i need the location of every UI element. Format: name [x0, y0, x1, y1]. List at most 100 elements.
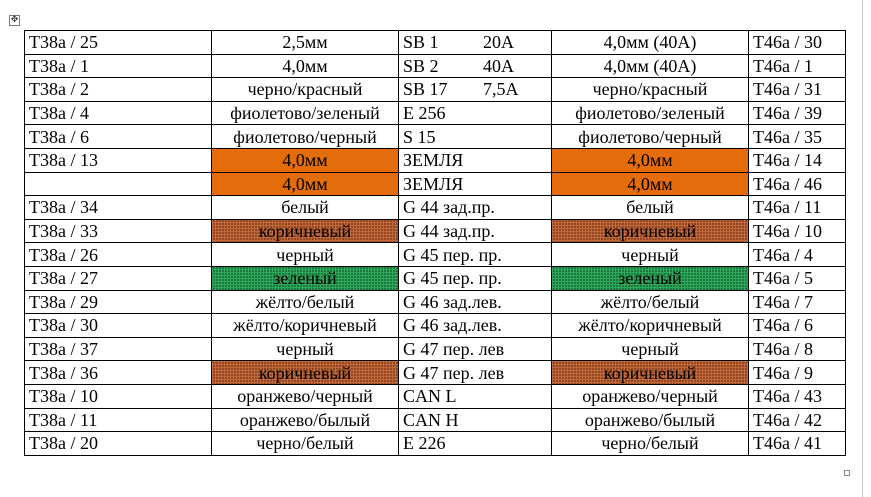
table-row: Т38а / 2 черно/красный SB 17 7,5А черно/крас…	[24, 77, 846, 102]
left-connector-pin: Т38а / 1	[24, 53, 212, 79]
left-connector-pin: Т38а / 10	[24, 383, 212, 409]
table-row: Т38а / 25 2,5мм SB 1 20А 4,0мм (40А) Т46а / 3…	[24, 30, 846, 55]
left-wire-spec: оранжево/черный	[211, 383, 399, 409]
circuit-cell: G 46 зад.лев.	[398, 289, 552, 315]
right-connector-pin: Т46а / 42	[748, 407, 846, 433]
right-connector-pin: Т46а / 4	[748, 242, 846, 267]
circuit-cell: ЗЕМЛЯ	[398, 171, 552, 197]
table-row: Т38а / 37 черный G 47 пер. лев черный Т46а /…	[24, 336, 846, 362]
right-wire-spec: черно/красный	[551, 77, 749, 102]
circuit-cell: S 15	[398, 124, 552, 149]
left-wire-spec: 4,0мм	[211, 53, 399, 79]
table-row: Т38а / 4 фиолетово/зеленый E 256 фиолетово/…	[24, 100, 846, 126]
left-wire-spec: жёлто/коричневый	[211, 313, 399, 338]
circuit-cell: SB 17 7,5А	[398, 77, 552, 102]
right-wire-spec: оранжево/черный	[551, 383, 749, 409]
right-connector-pin: Т46а / 41	[748, 431, 846, 456]
move-cross-icon[interactable]: ✥	[9, 15, 20, 26]
circuit-cell: G 46 зад.лев.	[398, 313, 552, 338]
left-wire-spec: белый	[211, 195, 399, 220]
circuit-cell: CAN L	[398, 383, 552, 409]
left-wire-spec: коричневый	[211, 360, 399, 385]
circuit-name: G 45 пер. пр.	[403, 244, 502, 265]
circuit-name: G 47 пер. лев	[403, 362, 505, 383]
circuit-cell: E 226	[398, 431, 552, 456]
circuit-cell: G 44 зад.пр.	[398, 218, 552, 244]
fuse-rating: 40А	[483, 55, 514, 76]
circuit-name: ЗЕМЛЯ	[403, 173, 464, 194]
table-row: Т38а / 13 4,0мм ЗЕМЛЯ 4,0мм Т46а / 14	[24, 147, 846, 173]
right-connector-pin: Т46а / 46	[748, 171, 846, 197]
table-row: Т38а / 27 зеленый G 45 пер. пр. зеленый Т46а…	[24, 265, 846, 291]
page-edge	[862, 0, 863, 497]
right-wire-spec: жёлто/коричневый	[551, 313, 749, 338]
fuse-rating: 20А	[483, 32, 514, 53]
circuit-cell: SB 2 40А	[398, 53, 552, 79]
left-connector-pin: Т38а / 20	[24, 431, 212, 456]
circuit-name: G 44 зад.пр.	[403, 221, 495, 242]
table-row: Т38а / 30 жёлто/коричневый G 46 зад.лев. жё…	[24, 313, 846, 338]
right-connector-pin: Т46а / 9	[748, 360, 846, 385]
right-wire-spec: жёлто/белый	[551, 289, 749, 315]
right-wire-spec: черно/белый	[551, 431, 749, 456]
table-row: Т38а / 29 жёлто/белый G 46 зад.лев. жёлто/б…	[24, 289, 846, 315]
right-connector-pin: Т46а / 30	[748, 30, 846, 55]
circuit-cell: SB 1 20А	[398, 30, 552, 55]
left-wire-spec: фиолетово/черный	[211, 124, 399, 149]
right-wire-spec: фиолетово/черный	[551, 124, 749, 149]
right-wire-spec: оранжево/былый	[551, 407, 749, 433]
table-row: Т38а / 20 черно/белый E 226 черно/белый Т46а…	[24, 431, 846, 456]
circuit-name: E 256	[403, 103, 446, 124]
circuit-cell: CAN H	[398, 407, 552, 433]
wiring-table-body: Т38а / 25 2,5мм SB 1 20А 4,0мм (40А) Т46а / 3…	[24, 30, 846, 456]
right-wire-spec: 4,0мм	[551, 147, 749, 173]
right-wire-spec: 4,0мм	[551, 171, 749, 197]
right-connector-pin: Т46а / 11	[748, 195, 846, 220]
right-connector-pin: Т46а / 6	[748, 313, 846, 338]
circuit-name: G 47 пер. лев	[403, 339, 505, 360]
table-row: Т38а / 26 черный G 45 пер. пр. черный Т46а /…	[24, 242, 846, 267]
right-wire-spec: фиолетово/зеленый	[551, 100, 749, 126]
left-connector-pin	[24, 171, 212, 197]
left-wire-spec: 4,0мм	[211, 171, 399, 197]
circuit-cell: G 47 пер. лев	[398, 336, 552, 362]
circuit-name: CAN L	[403, 386, 457, 407]
left-connector-pin: Т38а / 37	[24, 336, 212, 362]
circuit-name: G 45 пер. пр.	[403, 268, 502, 289]
left-wire-spec: 4,0мм	[211, 147, 399, 173]
left-connector-pin: Т38а / 6	[24, 124, 212, 149]
circuit-cell: G 44 зад.пр.	[398, 195, 552, 220]
table-row: Т38а / 33 коричневый G 44 зад.пр. коричневы…	[24, 218, 846, 244]
left-connector-pin: Т38а / 25	[24, 30, 212, 55]
circuit-cell: G 45 пер. пр.	[398, 265, 552, 291]
left-connector-pin: Т38а / 11	[24, 407, 212, 433]
left-connector-pin: Т38а / 2	[24, 77, 212, 102]
circuit-name: S 15	[403, 126, 436, 147]
circuit-name: SB 2	[403, 55, 439, 76]
left-connector-pin: Т38а / 27	[24, 265, 212, 291]
circuit-name: G 46 зад.лев.	[403, 315, 502, 336]
right-wire-spec: зеленый	[551, 265, 749, 291]
circuit-cell: ЗЕМЛЯ	[398, 147, 552, 173]
right-wire-spec: белый	[551, 195, 749, 220]
left-wire-spec: черно/красный	[211, 77, 399, 102]
table-row: Т38а / 34 белый G 44 зад.пр. белый Т46а / 11	[24, 195, 846, 220]
right-connector-pin: Т46а / 14	[748, 147, 846, 173]
circuit-cell: G 47 пер. лев	[398, 360, 552, 385]
wiring-table: Т38а / 25 2,5мм SB 1 20А 4,0мм (40А) Т46а / 3…	[24, 30, 846, 456]
circuit-name: E 226	[403, 433, 446, 454]
right-connector-pin: Т46а / 10	[748, 218, 846, 244]
left-wire-spec: жёлто/белый	[211, 289, 399, 315]
resize-square-icon[interactable]	[844, 470, 850, 476]
circuit-name: ЗЕМЛЯ	[403, 150, 464, 171]
right-wire-spec: черный	[551, 336, 749, 362]
left-connector-pin: Т38а / 26	[24, 242, 212, 267]
right-connector-pin: Т46а / 43	[748, 383, 846, 409]
circuit-name: G 44 зад.пр.	[403, 197, 495, 218]
left-connector-pin: Т38а / 30	[24, 313, 212, 338]
right-wire-spec: 4,0мм (40А)	[551, 53, 749, 79]
table-row: 4,0мм ЗЕМЛЯ 4,0мм Т46а / 46	[24, 171, 846, 197]
left-connector-pin: Т38а / 36	[24, 360, 212, 385]
left-wire-spec: черно/белый	[211, 431, 399, 456]
